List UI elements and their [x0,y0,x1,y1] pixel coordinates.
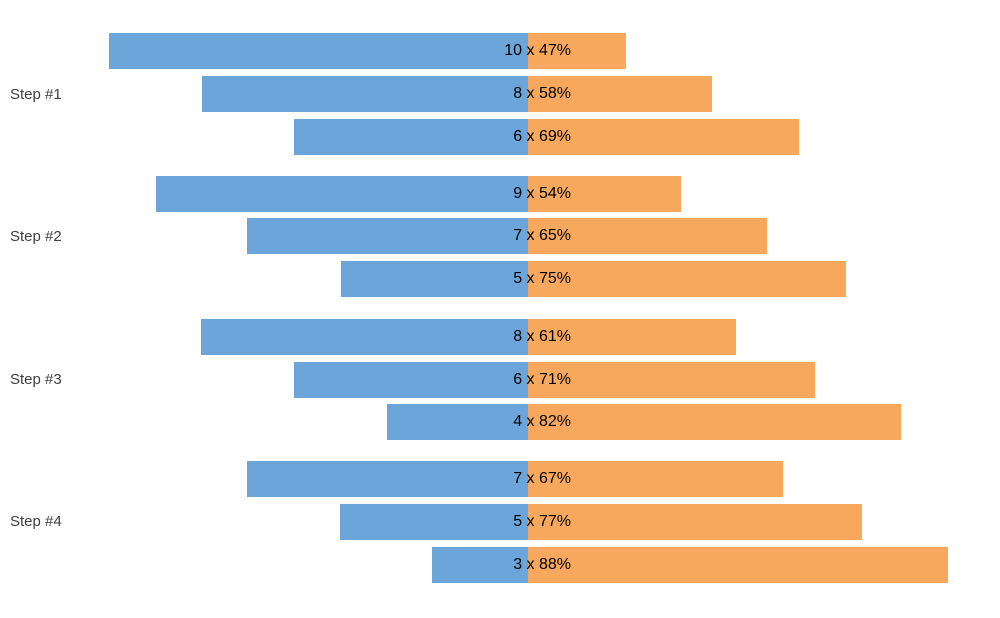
bar-value-label: 9 x 54% [513,185,571,202]
bar-left-segment [156,176,528,212]
bar-right-segment [528,362,815,398]
bar-value-label: 5 x 75% [513,270,571,287]
group-label: Step #2 [10,228,62,245]
bar-value-label: 3 x 88% [513,556,571,573]
bar-right-segment [528,76,712,112]
group-label: Step #1 [10,86,62,103]
bar-left-segment [202,76,528,112]
bar-value-label: 10 x 47% [504,42,571,59]
bar-left-segment [294,362,528,398]
bar-left-segment [247,461,528,497]
bar-value-label: 4 x 82% [513,413,571,430]
bar-left-segment [109,33,528,69]
bar-left-segment [294,119,528,155]
bar-right-segment [528,504,862,540]
bar-right-segment [528,461,783,497]
group-label: Step #4 [10,513,62,530]
bar-left-segment [340,504,528,540]
bar-value-label: 7 x 67% [513,470,571,487]
bar-right-segment [528,261,846,297]
bar-value-label: 5 x 77% [513,513,571,530]
bar-value-label: 6 x 71% [513,371,571,388]
bar-right-segment [528,218,767,254]
bar-right-segment [528,119,799,155]
bar-right-segment [528,319,736,355]
bar-value-label: 8 x 58% [513,85,571,102]
bar-right-segment [528,404,901,440]
bar-value-label: 8 x 61% [513,328,571,345]
bar-left-segment [247,218,528,254]
bar-left-segment [341,261,528,297]
bar-left-segment [432,547,528,583]
bar-left-segment [387,404,528,440]
bar-value-label: 6 x 69% [513,128,571,145]
bar-right-segment [528,176,681,212]
bar-value-label: 7 x 65% [513,227,571,244]
group-label: Step #3 [10,371,62,388]
bar-right-segment [528,547,948,583]
bar-left-segment [201,319,528,355]
bar-right-segment [528,33,626,69]
